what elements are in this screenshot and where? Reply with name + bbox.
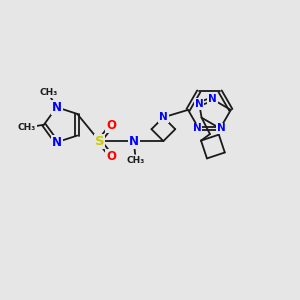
Text: O: O [106,150,116,163]
Text: N: N [195,99,204,109]
Text: CH₃: CH₃ [39,88,57,97]
Text: O: O [106,119,116,132]
Text: CH₃: CH₃ [126,156,144,165]
Text: S: S [95,135,104,148]
Text: N: N [208,94,217,104]
Text: N: N [217,123,226,134]
Text: N: N [129,135,139,148]
Text: N: N [52,136,61,149]
Text: CH₃: CH₃ [18,123,36,132]
Text: N: N [193,123,202,134]
Text: N: N [52,101,61,114]
Text: N: N [159,112,168,122]
